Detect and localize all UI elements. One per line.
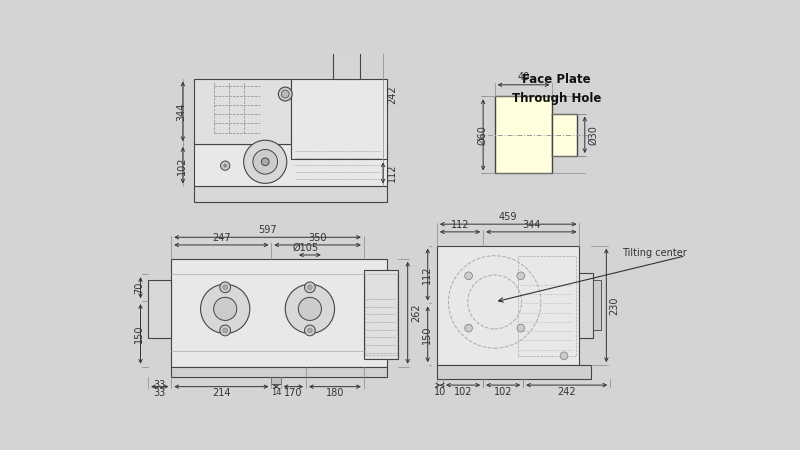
Circle shape: [560, 352, 568, 360]
Circle shape: [298, 297, 322, 320]
Circle shape: [214, 297, 237, 320]
Text: 10: 10: [434, 387, 446, 396]
Bar: [366, 274, 397, 355]
Text: 33: 33: [154, 380, 166, 390]
Text: Face Plate
Through Hole: Face Plate Through Hole: [512, 73, 601, 105]
Bar: [437, 246, 579, 365]
Circle shape: [305, 282, 315, 292]
Circle shape: [307, 285, 312, 290]
Text: 150: 150: [134, 324, 144, 343]
Text: 112: 112: [422, 266, 431, 284]
Bar: [518, 256, 575, 356]
Text: 170: 170: [284, 388, 302, 398]
Bar: [342, 30, 350, 36]
Text: 112: 112: [387, 164, 397, 182]
Bar: [271, 378, 281, 383]
Text: 150: 150: [422, 325, 431, 343]
Text: 112: 112: [451, 220, 470, 230]
Text: 344: 344: [522, 220, 541, 230]
Circle shape: [465, 324, 473, 332]
Text: 242: 242: [387, 86, 397, 104]
Text: 102: 102: [454, 387, 472, 396]
Text: 242: 242: [558, 387, 576, 396]
Bar: [148, 280, 171, 338]
Text: 459: 459: [499, 212, 518, 222]
Circle shape: [517, 324, 525, 332]
Circle shape: [221, 161, 230, 170]
Text: Ø30: Ø30: [588, 125, 598, 145]
Bar: [290, 79, 387, 159]
Circle shape: [307, 328, 312, 333]
Text: 597: 597: [258, 225, 277, 235]
Bar: [194, 144, 387, 186]
Circle shape: [223, 285, 227, 290]
Text: Ø60: Ø60: [477, 125, 487, 145]
Circle shape: [253, 149, 278, 174]
Bar: [171, 367, 387, 378]
Circle shape: [244, 140, 287, 183]
Circle shape: [262, 158, 269, 166]
Text: 70: 70: [134, 282, 144, 294]
Text: 262: 262: [410, 303, 421, 322]
Text: 180: 180: [326, 388, 344, 398]
Circle shape: [465, 272, 473, 279]
Circle shape: [517, 272, 525, 279]
Bar: [594, 280, 601, 330]
Text: Tilting center: Tilting center: [622, 248, 687, 258]
Text: 33: 33: [154, 388, 166, 398]
Bar: [171, 259, 387, 367]
Bar: [494, 96, 553, 173]
Circle shape: [220, 282, 230, 292]
Circle shape: [224, 164, 226, 167]
Bar: [333, 36, 360, 79]
Circle shape: [201, 284, 250, 333]
Text: 102: 102: [177, 156, 186, 175]
Circle shape: [305, 325, 315, 336]
Text: 102: 102: [494, 387, 513, 396]
Text: 230: 230: [610, 296, 619, 315]
Text: 350: 350: [308, 233, 327, 243]
Circle shape: [223, 328, 227, 333]
Bar: [553, 114, 577, 156]
Text: 40: 40: [518, 72, 530, 82]
Circle shape: [278, 87, 292, 101]
Text: 14: 14: [270, 388, 282, 397]
Circle shape: [286, 284, 334, 333]
Bar: [579, 273, 594, 338]
Circle shape: [220, 325, 230, 336]
Bar: [194, 79, 290, 144]
Bar: [364, 270, 398, 359]
Bar: [437, 365, 591, 379]
Text: 247: 247: [212, 233, 230, 243]
Circle shape: [282, 90, 289, 98]
Text: Ø105: Ø105: [293, 243, 319, 252]
Text: 344: 344: [177, 102, 186, 121]
Bar: [194, 186, 387, 202]
Text: 214: 214: [212, 388, 230, 398]
